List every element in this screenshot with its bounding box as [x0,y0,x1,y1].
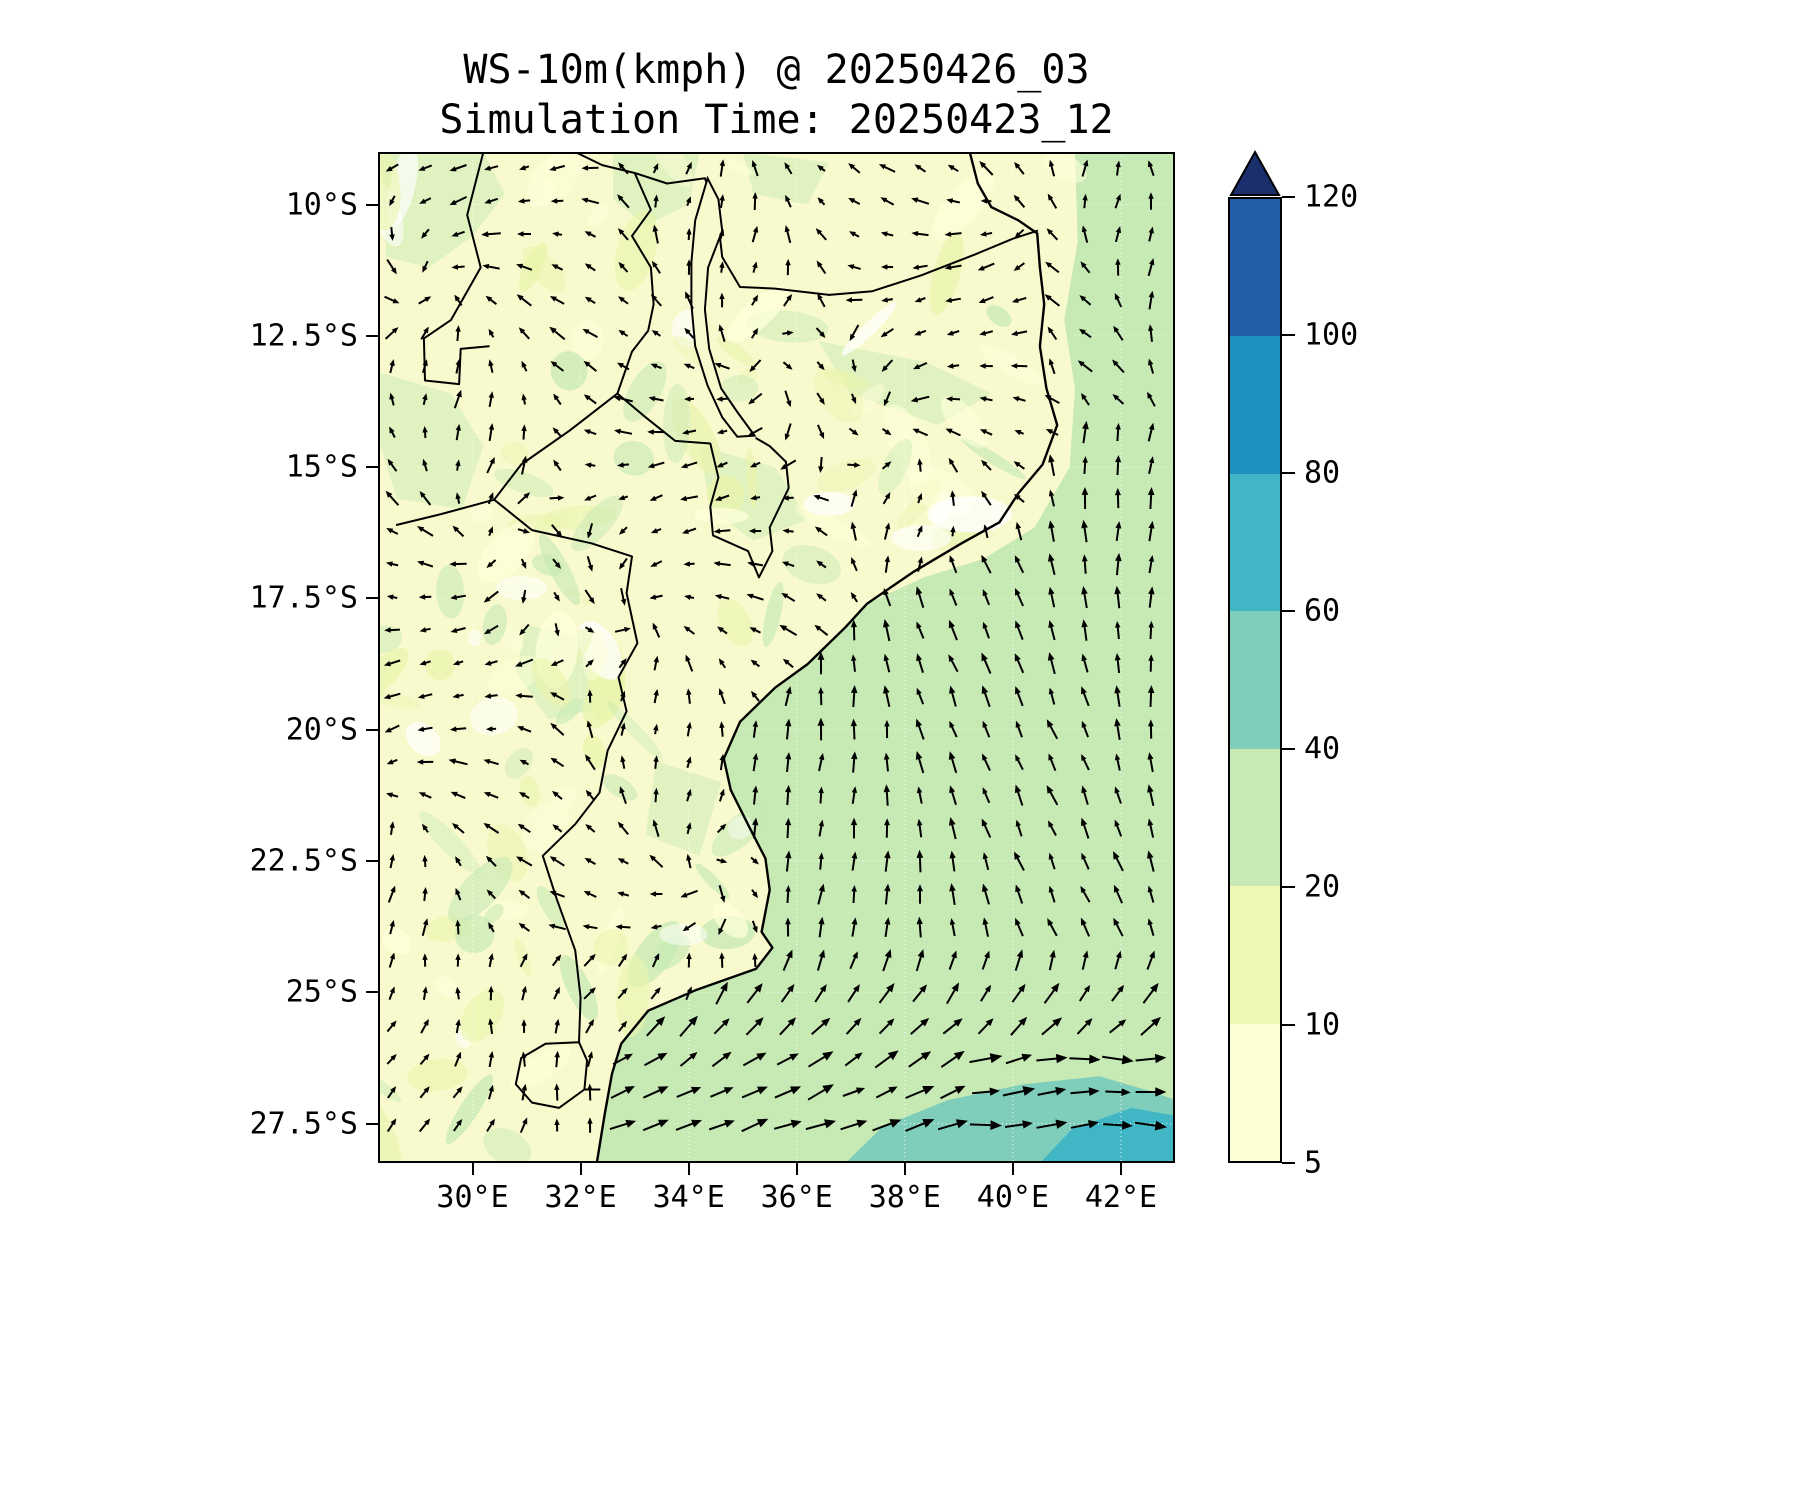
colorbar-tick-label: 100 [1304,317,1359,353]
x-axis-tick [579,1163,582,1175]
colorbar-tick-label: 120 [1304,179,1359,215]
y-axis-tick [366,597,378,600]
y-axis-tick [366,991,378,994]
colorbar-tick-label: 40 [1304,731,1341,767]
y-tick-label: 25°S [285,974,358,1010]
x-tick-label: 42°E [1084,1180,1158,1215]
x-axis-tick [1011,1163,1014,1175]
x-tick-label: 34°E [652,1180,725,1215]
coastline [595,152,1059,1163]
country-borders [395,152,1039,1109]
colorbar-tick [1282,748,1295,750]
colorbar-tick [1282,610,1295,612]
x-axis-tick [687,1163,690,1175]
y-axis-tick [366,728,378,731]
colorbar-band [1230,336,1280,474]
colorbar-tick-label: 60 [1304,593,1341,629]
y-axis-tick [366,334,378,337]
x-tick-label: 36°E [760,1180,833,1215]
wind-arrow-shafts [384,163,1160,1133]
colorbar-band [1230,886,1280,1024]
wind-speed-mottling [378,152,1087,1163]
y-tick-label: 10°S [285,187,358,223]
y-axis-tick [366,203,378,206]
y-tick-label: 22.5°S [249,843,358,879]
x-axis-tick [1119,1163,1122,1175]
colorbar-band [1230,1023,1280,1161]
y-tick-label: 20°S [285,712,358,748]
map-frame [378,152,1175,1163]
chart-title: WS-10m(kmph) @ 20250426_03 [463,47,1090,93]
colorbar-tick [1282,886,1295,888]
x-tick-label: 40°E [976,1180,1050,1215]
x-tick-label: 30°E [436,1180,509,1215]
colorbar-band [1230,473,1280,612]
x-tick-label: 32°E [544,1180,617,1215]
colorbar-over-arrow [1229,149,1281,196]
x-axis-tick [471,1163,474,1175]
colorbar-tick-label: 10 [1304,1007,1341,1043]
x-axis-tick [903,1163,906,1175]
colorbar-tick [1282,1024,1295,1026]
y-axis-tick [366,466,378,469]
y-tick-label: 17.5°S [249,580,358,616]
y-tick-label: 12.5°S [249,318,358,354]
y-axis-tick [366,1122,378,1125]
x-axis-tick [795,1163,798,1175]
colorbar [1228,197,1282,1163]
colorbar-tick-label: 80 [1304,455,1341,491]
colorbar-tick [1282,472,1295,474]
colorbar-over-arrow-triangle [1229,149,1281,196]
chart-subtitle: Simulation Time: 20250423_12 [439,97,1114,143]
southeast-60-80-shading [1039,1107,1175,1163]
colorbar-band [1230,748,1280,887]
lake-malawi [690,175,757,438]
colorbar-tick [1282,334,1295,336]
map-plot-area [378,152,1175,1163]
colorbar-tick-label: 20 [1304,869,1341,905]
colorbar-tick-label: 5 [1304,1145,1323,1181]
y-axis-tick [366,860,378,862]
colorbar-tick [1282,1162,1295,1164]
colorbar-band [1230,199,1280,337]
wind-map [378,152,1175,1163]
y-tick-label: 15°S [285,449,358,485]
y-tick-label: 27.5°S [249,1106,358,1142]
colorbar-tick [1282,196,1295,198]
colorbar-band [1230,611,1280,749]
map-layers [378,152,1175,1163]
x-tick-label: 38°E [868,1180,941,1215]
